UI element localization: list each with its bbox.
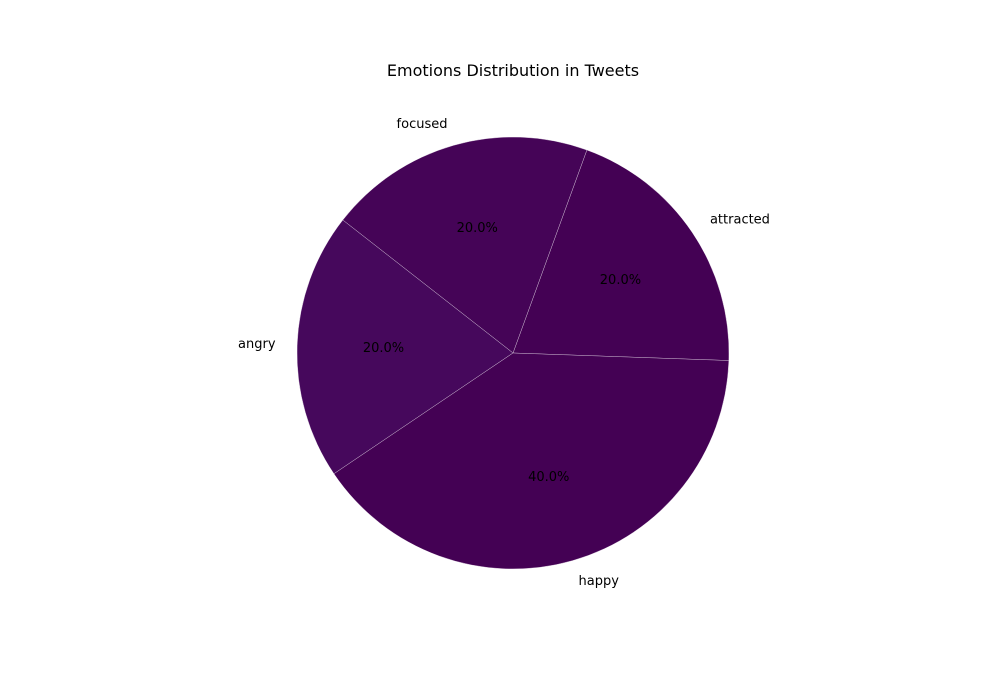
slice-label-focused: focused <box>397 117 448 132</box>
pie-slices <box>296 136 730 570</box>
slice-label-angry: angry <box>238 337 276 352</box>
percent-label-attracted: 20.0% <box>600 273 641 288</box>
pie-slice-angry <box>296 219 514 474</box>
slice-label-happy: happy <box>578 574 619 589</box>
pie-slice-happy <box>333 352 730 570</box>
pie-labels: attracted 20.0% focused 20.0% angry 20.0% happ… <box>238 117 770 589</box>
percent-label-angry: 20.0% <box>363 341 404 356</box>
percent-label-happy: 40.0% <box>528 470 569 485</box>
pie-slice-attracted <box>512 149 730 361</box>
chart-title: Emotions Distribution in Tweets <box>387 61 639 80</box>
slice-label-attracted: attracted <box>710 213 770 228</box>
percent-label-focused: 20.0% <box>457 221 498 236</box>
pie-slice-focused <box>342 136 588 354</box>
